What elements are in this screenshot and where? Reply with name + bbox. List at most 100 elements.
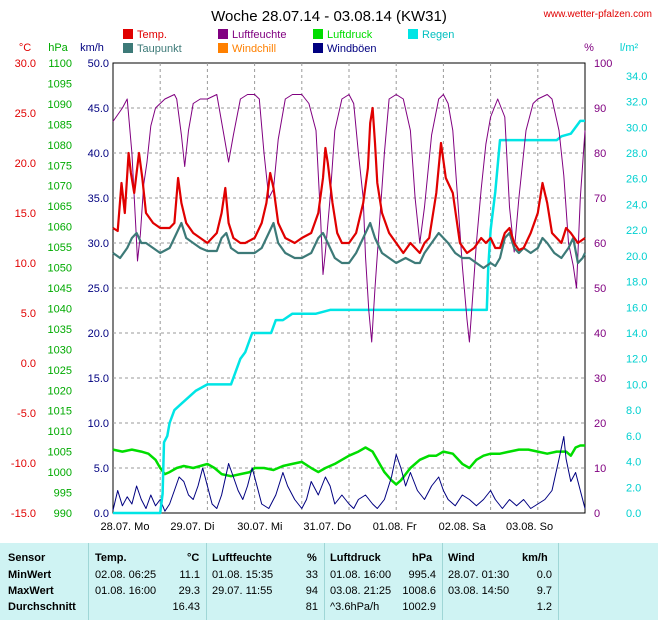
grid: [112, 62, 586, 514]
series-line-regen: [113, 119, 585, 515]
axis-tick-rain: 26.0: [626, 174, 647, 186]
cell-wind-time: 28.07. 01:30: [448, 569, 510, 581]
axis-tick-humidity: 20: [594, 418, 606, 430]
axis-tick-rain: 18.0: [626, 277, 647, 289]
x-tick-label: 31.07. Do: [303, 521, 351, 533]
axis-tick-wind: 0.0: [94, 508, 109, 520]
legend-label-taupunkt: Taupunkt: [137, 43, 182, 55]
cell-press-val: 995.4: [408, 569, 436, 581]
legend: Temp. Luftfeuchte Luftdruck Regen Taupunkt Wi…: [123, 29, 454, 55]
header-sensor: Sensor: [8, 552, 46, 564]
header-wind-unit: km/h: [522, 552, 548, 564]
axis-tick-temp: 30.0: [15, 58, 36, 70]
axis-tick-temp: 15.0: [15, 208, 36, 220]
axes: 30.0 25.0 20.0 15.0 10.0 5.0 0.0 -5.0 -10.0 -15.0…: [11, 58, 648, 520]
header-humidity: Luftfeuchte: [212, 552, 272, 564]
header-pressure: Luftdruck: [330, 552, 381, 564]
axis-tick-pressure: 995: [54, 488, 72, 500]
x-tick-label: 30.07. Mi: [237, 521, 282, 533]
axis-tick-rain: 14.0: [626, 328, 647, 340]
axis-tick-rain: 22.0: [626, 225, 647, 237]
legend-swatch-temp: [123, 29, 133, 39]
axis-tick-temp: 20.0: [15, 158, 36, 170]
axis-tick-pressure: 1075: [48, 160, 72, 172]
cell-hum-val: 81: [305, 601, 318, 613]
axis-tick-rain: 12.0: [626, 354, 647, 366]
cell-press-time: ^3.6hPa/h: [330, 601, 380, 613]
axis-tick-humidity: 70: [594, 193, 606, 205]
series-line-luftfeuchte: [112, 94, 586, 343]
x-tick-label: 02.08. Sa: [439, 521, 487, 533]
axis-tick-wind: 20.0: [88, 328, 109, 340]
cell-hum-time: 29.07. 11:55: [212, 585, 273, 597]
axis-tick-pressure: 1015: [48, 406, 72, 418]
legend-swatch-windchill: [218, 43, 228, 53]
axis-tick-wind: 10.0: [88, 418, 109, 430]
cell-press-val: 1002.9: [402, 601, 436, 613]
axis-tick-rain: 24.0: [626, 199, 647, 211]
axis-tick-humidity: 0: [594, 508, 600, 520]
cell-temp-time: 02.08. 06:25: [95, 569, 157, 581]
cell-press-time: 03.08. 21:25: [330, 585, 392, 597]
unit-humidity: %: [584, 42, 594, 54]
axis-tick-wind: 30.0: [88, 238, 109, 250]
axis-tick-pressure: 1040: [48, 303, 72, 315]
x-tick-label: 01.08. Fr: [373, 521, 417, 533]
series-line-temp: [112, 106, 586, 255]
axis-tick-rain: 6.0: [626, 431, 641, 443]
legend-swatch-luftfeuchte: [218, 29, 228, 39]
axis-tick-rain: 4.0: [626, 457, 641, 469]
cell-wind-val: 1.2: [536, 601, 552, 613]
legend-swatch-luftdruck: [313, 29, 323, 39]
axis-tick-rain: 30.0: [626, 122, 647, 134]
axis-tick-humidity: 60: [594, 238, 606, 250]
cell-wind-val: 0.0: [536, 569, 552, 581]
x-tick-label: 03.08. So: [506, 521, 553, 533]
axis-tick-wind: 40.0: [88, 148, 109, 160]
cell-temp-time: 01.08. 16:00: [95, 585, 157, 597]
series-lines: [112, 94, 586, 515]
axis-tick-pressure: 1045: [48, 283, 72, 295]
axis-tick-humidity: 40: [594, 328, 606, 340]
cell-hum-val: 94: [305, 585, 318, 597]
axis-tick-humidity: 80: [594, 148, 606, 160]
axis-tick-humidity: 30: [594, 373, 606, 385]
axis-tick-pressure: 1080: [48, 140, 72, 152]
cell-wind-val: 9.7: [536, 585, 552, 597]
axis-tick-pressure: 990: [54, 508, 72, 520]
axis-tick-wind: 45.0: [88, 103, 109, 115]
cell-press-time: 01.08. 16:00: [330, 569, 392, 581]
axis-tick-pressure: 1100: [48, 58, 72, 70]
legend-swatch-windboen: [313, 43, 323, 53]
axis-tick-wind: 15.0: [88, 373, 109, 385]
x-tick-label: 28.07. Mo: [101, 521, 150, 533]
axis-tick-pressure: 1085: [48, 119, 72, 131]
axis-tick-rain: 10.0: [626, 379, 647, 391]
cell-press-val: 1008.6: [402, 585, 436, 597]
series-line-luftdruck: [112, 444, 585, 486]
cell-wind-time: 03.08. 14:50: [448, 585, 510, 597]
unit-wind: km/h: [80, 42, 104, 54]
axis-tick-pressure: 1020: [48, 385, 72, 397]
axis-tick-rain: 28.0: [626, 148, 647, 160]
axis-tick-humidity: 50: [594, 283, 606, 295]
axis-tick-wind: 5.0: [94, 463, 109, 475]
unit-pressure: hPa: [48, 42, 68, 54]
statistics-table: Sensor Temp. °C Luftfeuchte % Luftdruck …: [0, 543, 658, 620]
axis-tick-pressure: 1005: [48, 447, 72, 459]
axis-tick-temp: 25.0: [15, 108, 36, 120]
axis-tick-temp: 0.0: [21, 358, 36, 370]
axis-tick-pressure: 1095: [48, 78, 72, 90]
axis-tick-wind: 35.0: [88, 193, 109, 205]
legend-label-regen: Regen: [422, 29, 454, 41]
axis-tick-rain: 8.0: [626, 405, 641, 417]
source-link[interactable]: www.wetter-pfalzen.com: [543, 9, 652, 20]
axis-tick-rain: 0.0: [626, 508, 641, 520]
axis-tick-pressure: 1025: [48, 365, 72, 377]
row-label: MaxWert: [8, 585, 54, 597]
header-temp-unit: °C: [187, 552, 200, 564]
axis-tick-rain: 20.0: [626, 251, 647, 263]
axis-tick-pressure: 1000: [48, 467, 72, 479]
legend-label-windchill: Windchill: [232, 43, 276, 55]
axis-tick-rain: 2.0: [626, 482, 641, 494]
